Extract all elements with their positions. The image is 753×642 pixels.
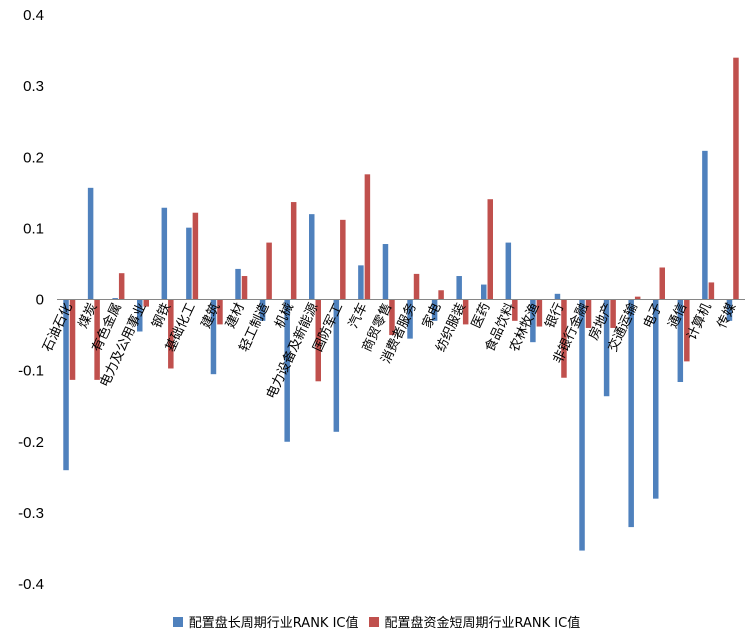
category-label: 建材 <box>223 301 248 331</box>
bar-series-2-14 <box>413 273 420 300</box>
legend: 配置盘长周期行业RANK IC值 配置盘资金短周期行业RANK IC值 <box>0 612 753 631</box>
bar-series-1-16 <box>456 276 462 300</box>
bar-series-2-25 <box>684 299 690 362</box>
bar-series-1-14 <box>407 299 413 339</box>
category-label: 汽车 <box>345 300 370 330</box>
bar-series-1-17 <box>481 284 487 300</box>
bar-series-1-9 <box>284 299 290 442</box>
bar-series-1-13 <box>382 244 389 300</box>
y-tick-label: 0.1 <box>23 220 44 237</box>
bar-series-2-26 <box>708 282 715 300</box>
bar-series-2-17 <box>487 199 493 300</box>
bar-series-2-0 <box>69 299 76 380</box>
bar-series-2-10 <box>315 299 321 382</box>
y-tick-label: -0.2 <box>18 434 44 451</box>
legend-label-series-2: 配置盘资金短周期行业RANK IC值 <box>384 616 581 631</box>
category-label: 家电 <box>419 300 444 330</box>
bar-series-2-22 <box>610 299 616 328</box>
bar-series-2-1 <box>94 299 100 380</box>
legend-item-series-2: 配置盘资金短周期行业RANK IC值 <box>368 612 581 631</box>
bar-series-1-3 <box>137 299 143 332</box>
y-tick-label: 0.3 <box>23 78 44 95</box>
bar-series-2-16 <box>462 299 469 325</box>
bar-series-2-13 <box>389 299 395 336</box>
y-tick-label: 0.4 <box>23 7 44 24</box>
y-tick-label: -0.3 <box>18 505 44 522</box>
bar-series-2-9 <box>290 202 297 300</box>
y-tick-label: 0 <box>36 292 44 309</box>
bar-series-2-6 <box>217 299 223 325</box>
bar-series-1-27 <box>726 299 733 321</box>
bar-series-1-19 <box>530 299 536 343</box>
bar-series-1-8 <box>259 299 266 321</box>
bar-chart: 0.4 0.3 0.2 0.1 0 -0.1 -0.2 -0.3 -0.4 石油石化 煤炭有色金属… <box>18 7 745 593</box>
bar-series-1-7 <box>235 268 241 300</box>
legend-swatch-series-1 <box>172 616 183 627</box>
y-axis-ticks: 0.4 0.3 0.2 0.1 0 -0.1 -0.2 -0.3 -0.4 <box>18 7 44 593</box>
bar-series-1-10 <box>309 214 315 300</box>
bar-series-2-8 <box>266 242 272 300</box>
bar-series-1-25 <box>677 299 684 383</box>
bar-series-2-18 <box>512 299 518 321</box>
bar-series-2-11 <box>340 219 346 300</box>
bar-series-2-15 <box>438 290 444 300</box>
bar-series-2-24 <box>659 267 665 300</box>
y-tick-label: -0.1 <box>18 363 44 380</box>
bar-series-1-5 <box>186 227 192 300</box>
bar-series-2-4 <box>168 299 174 369</box>
bar-series-2-12 <box>364 174 371 300</box>
bar-series-2-3 <box>143 299 149 307</box>
bar-series-1-0 <box>63 299 69 471</box>
bar-series-2-2 <box>118 273 125 300</box>
bar-series-2-23 <box>634 296 641 300</box>
bar-series-1-22 <box>603 299 610 397</box>
bar-series-1-26 <box>702 150 708 300</box>
bar-series-1-1 <box>87 187 94 300</box>
y-tick-label: 0.2 <box>23 149 44 166</box>
bar-series-1-15 <box>431 299 438 321</box>
bar-series-1-11 <box>333 299 340 432</box>
bar-series-2-5 <box>192 212 199 300</box>
legend-swatch-series-2 <box>368 616 379 627</box>
bar-series-2-20 <box>561 299 567 378</box>
bar-series-1-2 <box>112 298 118 300</box>
bar-series-2-7 <box>241 276 248 300</box>
bar-series-1-23 <box>628 299 634 528</box>
category-label: 医药 <box>469 301 494 331</box>
bar-series-1-6 <box>210 299 217 375</box>
legend-item-series-1: 配置盘长周期行业RANK IC值 <box>172 612 359 631</box>
bar-series-1-24 <box>653 299 659 499</box>
bar-series-2-27 <box>733 57 739 300</box>
category-label: 传媒 <box>715 301 740 331</box>
category-label: 机械 <box>272 301 297 331</box>
bar-series-1-21 <box>579 299 585 551</box>
bar-series-2-21 <box>585 299 592 328</box>
y-tick-label: -0.4 <box>18 576 44 593</box>
bar-series-1-4 <box>161 207 168 300</box>
legend-label-series-1: 配置盘长周期行业RANK IC值 <box>188 616 359 631</box>
bar-series-2-19 <box>536 299 543 327</box>
bar-series-1-20 <box>554 293 561 300</box>
bar-series-1-12 <box>358 265 364 300</box>
category-label: 电子 <box>641 301 666 331</box>
bars-group <box>63 57 739 551</box>
bar-series-1-18 <box>505 242 512 300</box>
